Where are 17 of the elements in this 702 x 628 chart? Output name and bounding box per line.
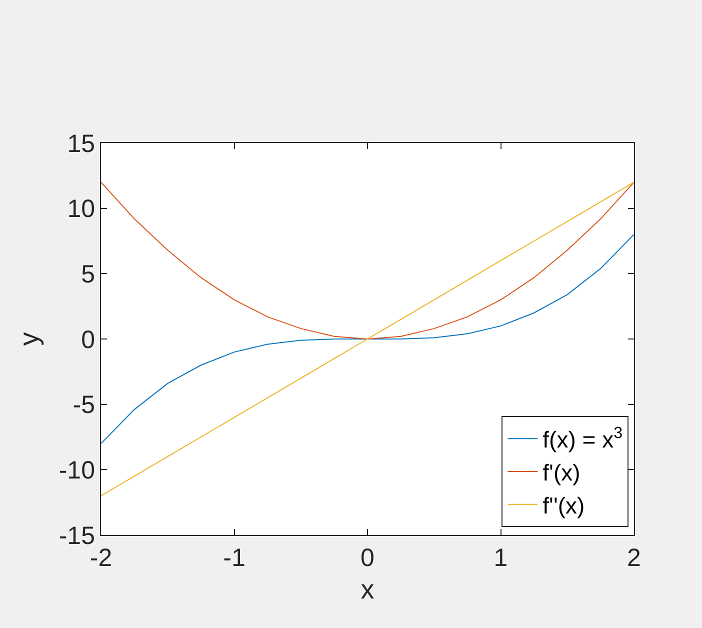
x-tick-label: 1 bbox=[494, 544, 508, 572]
x-tick-label: 2 bbox=[627, 544, 641, 572]
y-tick-label: 0 bbox=[81, 326, 95, 354]
line-series bbox=[101, 182, 634, 340]
x-tick-label: 0 bbox=[360, 544, 374, 572]
y-tick-label: 15 bbox=[67, 130, 95, 158]
y-tick-label: 5 bbox=[81, 260, 95, 288]
legend-label: f''(x) bbox=[542, 492, 585, 518]
y-axis-title: y bbox=[14, 332, 44, 346]
legend-label: f'(x) bbox=[542, 459, 580, 486]
line-series bbox=[101, 182, 634, 496]
y-tick-label: -10 bbox=[58, 456, 95, 484]
x-tick-label: -1 bbox=[223, 544, 246, 572]
y-tick-label: -5 bbox=[72, 391, 95, 420]
legend-label: f(x) = x$^{3}$ bbox=[542, 424, 623, 453]
x-axis-title: x bbox=[360, 574, 375, 604]
y-tick-label: 10 bbox=[67, 195, 95, 224]
